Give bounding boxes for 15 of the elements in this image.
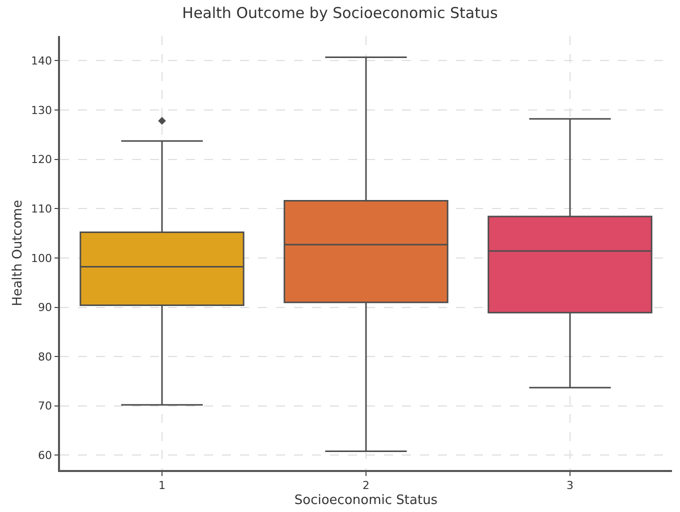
y-tick-label: 140 (31, 54, 52, 68)
y-tick-label: 70 (38, 400, 52, 413)
y-tick-label: 60 (38, 449, 52, 462)
y-tick-label: 100 (31, 252, 52, 265)
chart-title: Health Outcome by Socioeconomic Status (182, 4, 498, 22)
x-tick-label: 1 (158, 478, 166, 492)
y-axis-title: Health Outcome (10, 200, 26, 306)
x-axis-title: Socioeconomic Status (294, 493, 438, 508)
y-tick-label: 130 (31, 104, 52, 117)
y-tick-label: 80 (38, 350, 52, 364)
x-tick-label: 2 (362, 478, 370, 492)
y-tick-label: 90 (38, 301, 52, 314)
y-tick-label: 120 (31, 153, 52, 166)
y-tick-label: 110 (31, 202, 52, 216)
x-tick-label: 3 (566, 478, 574, 492)
